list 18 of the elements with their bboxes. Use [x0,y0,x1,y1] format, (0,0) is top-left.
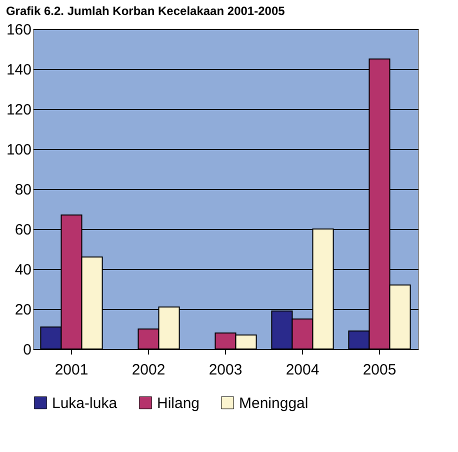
x-tick-label: 2001 [54,362,88,378]
y-tick-label: 120 [6,102,32,118]
y-tick-label: 20 [14,302,32,318]
x-tick-label: 2004 [286,362,320,378]
y-tick-label: 0 [23,342,32,358]
y-tick-label: 40 [14,262,32,278]
y-tick-label: 160 [6,22,32,38]
legend-label: Hilang [157,394,200,412]
legend-label: Luka-luka [52,394,118,412]
y-tick-label: 140 [6,62,32,78]
y-tick-label: 100 [6,142,32,158]
chart-title: Grafik 6.2. Jumlah Korban Kecelakaan 2001-2005 [6,4,286,18]
y-tick-label: 80 [14,182,32,198]
y-tick-label: 60 [14,222,32,238]
x-tick-label: 2005 [362,362,396,378]
x-tick-label: 2002 [132,362,166,378]
x-tick-label: 2003 [208,362,242,378]
legend-label: Meninggal [239,394,308,412]
